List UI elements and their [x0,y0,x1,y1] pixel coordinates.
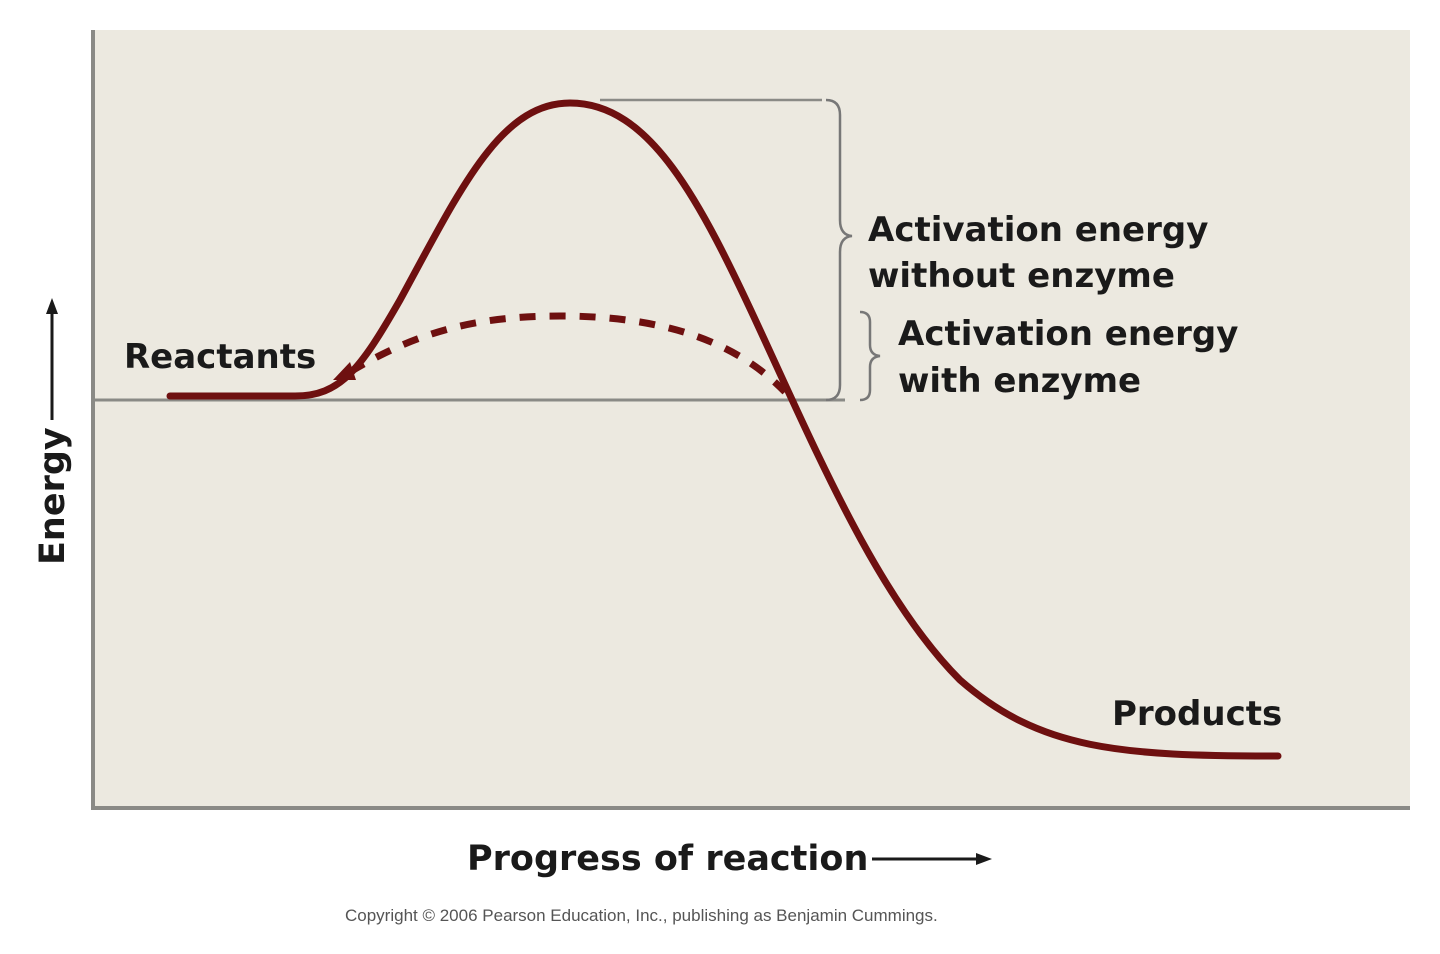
curve-without-enzyme [166,99,1282,760]
x-axis-arrowhead-icon [976,853,992,865]
y-axis-label: Energy [33,427,73,565]
dashed-arrowhead-icon [333,362,356,380]
annotation-without-enzyme-line1: Activation energy [868,210,1208,250]
x-axis-label: Progress of reaction [467,839,868,879]
annotation-with-enzyme-line2: with enzyme [898,361,1141,401]
annotation-without-enzyme-line2: without enzyme [868,256,1175,296]
products-label: Products [1112,694,1282,734]
plot-background [92,30,1410,808]
curve-with-enzyme [348,312,788,395]
brace-with-enzyme [859,310,881,402]
brace-without-enzyme [825,98,853,402]
copyright-text: Copyright © 2006 Pearson Education, Inc.… [345,906,938,925]
annotation-with-enzyme-line1: Activation energy [898,314,1238,354]
reactants-label: Reactants [124,337,316,377]
y-axis-arrowhead-icon [46,298,58,314]
